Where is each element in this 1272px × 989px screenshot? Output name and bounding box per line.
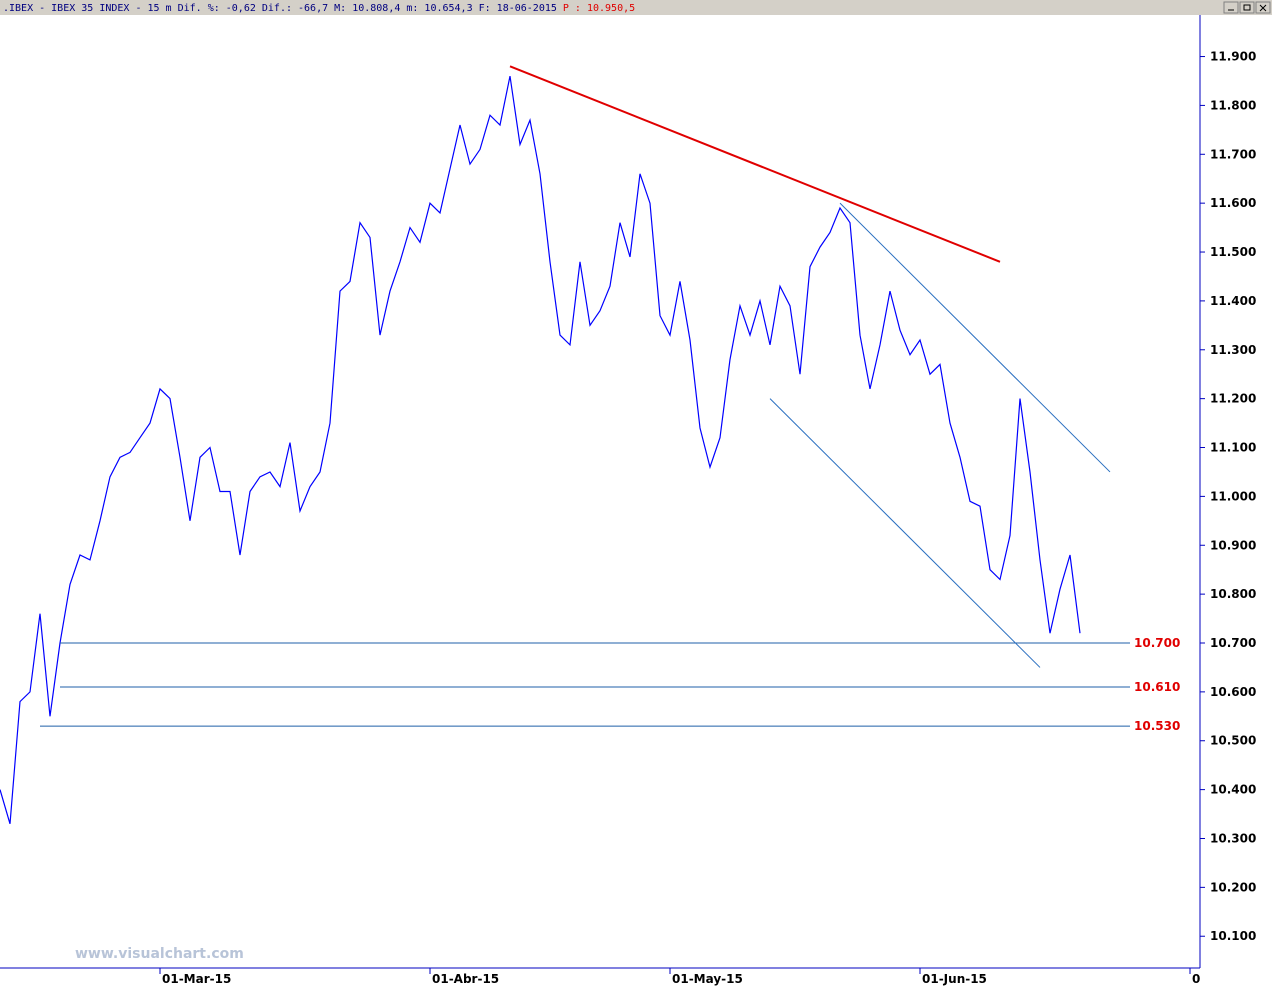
y-tick-label: 10.300 — [1210, 831, 1256, 845]
maximize-icon — [1243, 4, 1251, 11]
y-tick-label: 11.700 — [1210, 147, 1256, 161]
y-tick-label: 11.100 — [1210, 441, 1256, 455]
price-line — [0, 75, 1081, 824]
window-buttons[interactable] — [1223, 1, 1271, 14]
header-text: .IBEX - IBEX 35 INDEX - 15 m Dif. %: -0,… — [3, 3, 557, 14]
y-tick-label: 10.100 — [1210, 929, 1256, 943]
trend-line — [509, 65, 1001, 263]
maximize-button[interactable] — [1239, 1, 1255, 14]
x-tick-label: 0 — [1192, 972, 1200, 986]
x-tick-label: 01-Abr-15 — [432, 972, 499, 986]
y-tick-label: 11.900 — [1210, 50, 1256, 64]
x-tick-label: 01-May-15 — [672, 972, 743, 986]
y-tick-label: 11.600 — [1210, 196, 1256, 210]
header-bar — [0, 0, 1272, 15]
level-label: 10.700 — [1134, 636, 1180, 650]
y-tick-label: 10.700 — [1210, 636, 1256, 650]
y-tick-label: 10.600 — [1210, 685, 1256, 699]
header: .IBEX - IBEX 35 INDEX - 15 m Dif. %: -0,… — [3, 3, 635, 14]
level-label: 10.530 — [1134, 719, 1180, 733]
level-label: 10.610 — [1134, 680, 1180, 694]
minimize-button[interactable] — [1223, 1, 1239, 14]
y-tick-label: 11.300 — [1210, 343, 1256, 357]
y-tick-label: 10.500 — [1210, 734, 1256, 748]
y-tick-label: 10.400 — [1210, 783, 1256, 797]
header-price: P : 10.950,5 — [563, 3, 635, 14]
close-icon — [1259, 4, 1267, 12]
trend-line — [769, 398, 1041, 668]
watermark: www.visualchart.com — [75, 946, 244, 962]
y-tick-label: 11.200 — [1210, 392, 1256, 406]
x-tick-label: 01-Mar-15 — [162, 972, 231, 986]
y-tick-label: 11.800 — [1210, 98, 1256, 112]
y-tick-label: 10.900 — [1210, 538, 1256, 552]
y-tick-label: 11.000 — [1210, 489, 1256, 503]
y-tick-label: 10.800 — [1210, 587, 1256, 601]
x-tick-label: 01-Jun-15 — [922, 972, 987, 986]
y-tick-label: 10.200 — [1210, 880, 1256, 894]
y-tick-label: 11.500 — [1210, 245, 1256, 259]
y-tick-label: 11.400 — [1210, 294, 1256, 308]
trend-line — [839, 202, 1111, 473]
